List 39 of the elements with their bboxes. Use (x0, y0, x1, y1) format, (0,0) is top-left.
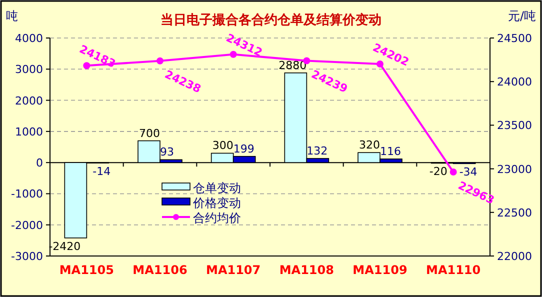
data-label: -14 (92, 165, 111, 178)
data-label: 320 (359, 138, 380, 152)
x-tick-label: MA1105 (59, 263, 114, 277)
y-tick-label: 3000 (15, 63, 43, 76)
y2-tick-label: 23500 (497, 119, 532, 132)
y2-tick-label: 22000 (497, 250, 532, 263)
y-axis-title: 吨 (6, 9, 18, 23)
x-tick-label: MA1109 (352, 263, 408, 277)
y-tick-label: -3000 (11, 250, 43, 263)
data-label: 116 (380, 144, 401, 158)
point (450, 168, 457, 176)
y2-tick-label: 23000 (497, 162, 532, 176)
y-tick-label: 4000 (15, 32, 43, 45)
y2-tick-label: 24500 (497, 32, 532, 45)
x-tick-label: MA1106 (132, 263, 188, 277)
data-label: -34 (459, 166, 478, 179)
x-tick-label: MA1108 (279, 263, 334, 277)
x-tick-label: MA1110 (426, 263, 481, 277)
data-label: 300 (212, 139, 234, 152)
y-tick-label: 2000 (15, 94, 43, 108)
point (156, 57, 164, 64)
data-label: 132 (306, 144, 328, 158)
x-tick-label: MA1107 (206, 263, 261, 277)
y-tick-label: -2000 (11, 218, 43, 232)
data-label: 93 (160, 146, 174, 159)
legend-label: 合约均价 (193, 211, 241, 225)
y2-tick-label: 22500 (497, 206, 532, 220)
y-tick-label: 1000 (15, 125, 43, 138)
legend-label: 价格变动 (192, 196, 241, 210)
data-label: 199 (233, 142, 254, 156)
legend-label: 仓单变动 (193, 181, 241, 195)
chart-title: 当日电子撮合各合约仓单及结算价变动 (160, 12, 382, 28)
y2-tick-label: 24000 (497, 76, 532, 89)
data-label: 2880 (278, 58, 307, 72)
y2-axis-title: 元/吨 (508, 9, 536, 23)
y-tick-label: 0 (36, 156, 43, 170)
y-tick-label: -1000 (11, 188, 43, 201)
data-label: -20 (429, 165, 448, 178)
data-label: 700 (139, 126, 160, 140)
